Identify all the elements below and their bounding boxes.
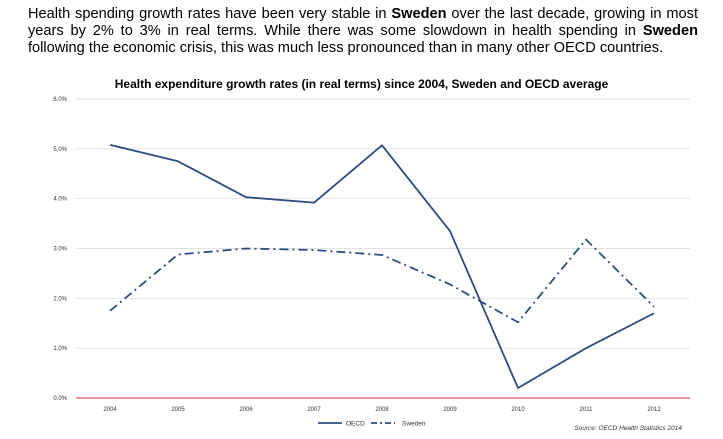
y-tick-label: 6.0% xyxy=(53,97,67,103)
legend-label-oecd: OECD xyxy=(346,421,365,428)
x-tick-label: 2008 xyxy=(375,407,389,413)
legend: OECD Sweden xyxy=(318,421,426,428)
intro-text-2: over the last decade, growing in most ye… xyxy=(28,6,698,39)
y-tick-label: 1.0% xyxy=(53,346,67,352)
y-tick-label: 4.0% xyxy=(53,197,67,203)
x-tick-label: 2004 xyxy=(103,407,117,413)
x-axis-ticks: 2004 2005 2006 2007 2008 2009 2010 2011 2012 xyxy=(103,407,661,413)
intro-bold-sweden-2: Sweden xyxy=(642,23,698,39)
y-tick-label: 0.0% xyxy=(53,396,67,402)
intro-text-3: following the economic crisis, this was … xyxy=(28,40,664,56)
source-note: Source: OECD Health Statistics 2014 xyxy=(574,425,682,432)
x-tick-label: 2011 xyxy=(580,407,594,413)
intro-paragraph: Health spending growth rates have been v… xyxy=(28,6,698,57)
x-tick-label: 2006 xyxy=(239,407,253,413)
series-lines xyxy=(109,143,655,389)
intro-bold-sweden-1: Sweden xyxy=(391,6,447,22)
x-tick-label: 2005 xyxy=(171,407,185,413)
y-tick-label: 2.0% xyxy=(53,296,67,302)
x-tick-label: 2010 xyxy=(511,407,525,413)
legend-label-sweden: Sweden xyxy=(402,421,426,428)
y-tick-label: 5.0% xyxy=(53,147,67,153)
gridlines xyxy=(76,98,690,349)
y-axis-ticks: 0.0% 1.0% 2.0% 3.0% 4.0% 5.0% 6.0% xyxy=(53,97,67,402)
x-tick-label: 2009 xyxy=(443,407,457,413)
x-tick-label: 2007 xyxy=(307,407,321,413)
chart-title: Health expenditure growth rates (in real… xyxy=(114,77,609,91)
y-tick-label: 3.0% xyxy=(53,247,67,253)
series-line-oecd xyxy=(109,143,655,389)
intro-text-1: Health spending growth rates have been v… xyxy=(28,6,392,22)
series-line-sweden xyxy=(109,238,655,324)
x-tick-label: 2012 xyxy=(647,407,661,413)
